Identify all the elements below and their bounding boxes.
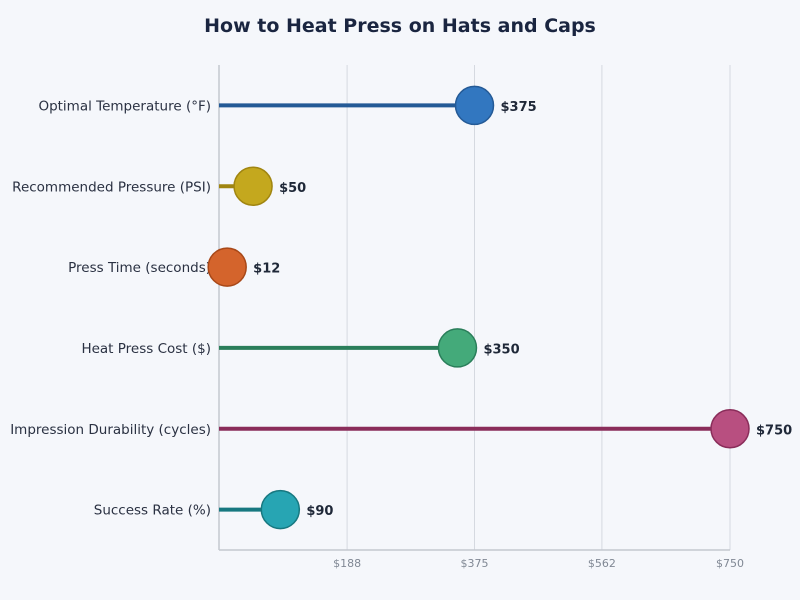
y-category-label: Heat Press Cost ($) xyxy=(81,341,211,357)
y-category-label: Press Time (seconds) xyxy=(68,260,211,276)
y-category-label: Success Rate (%) xyxy=(94,503,211,519)
lollipop-dot xyxy=(454,85,495,126)
y-category-label: Recommended Pressure (PSI) xyxy=(12,179,211,195)
data-label: $12 xyxy=(253,262,280,277)
data-label: $90 xyxy=(306,504,333,519)
lollipop-dot xyxy=(437,328,478,368)
x-tick-label: $188 xyxy=(333,557,361,570)
data-label: $350 xyxy=(483,342,519,357)
x-tick-label: $375 xyxy=(461,557,489,570)
data-label: $375 xyxy=(501,100,537,115)
x-tick-label: $562 xyxy=(588,557,616,570)
data-label: $50 xyxy=(279,181,306,196)
x-tick-label: $750 xyxy=(716,557,744,570)
chart-title: How to Heat Press on Hats and Caps xyxy=(204,15,596,37)
y-category-label: Impression Durability (cycles) xyxy=(10,422,211,438)
data-label: $750 xyxy=(756,423,792,438)
lollipop-dot xyxy=(233,166,273,206)
lollipop-dot xyxy=(207,247,247,287)
y-category-label: Optimal Temperature (°F) xyxy=(38,98,211,114)
lollipop-dot xyxy=(260,489,301,530)
lollipop-dot xyxy=(710,409,750,449)
